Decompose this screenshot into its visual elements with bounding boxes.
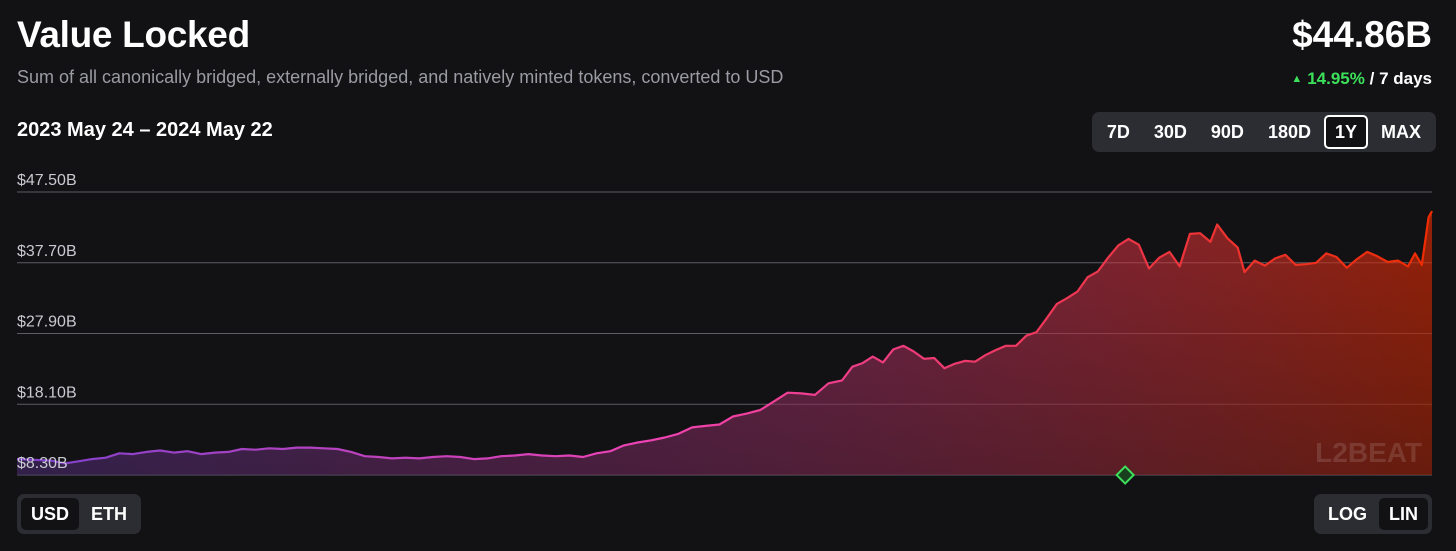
y-tick-label: $27.90B [17,314,77,331]
range-button-1y[interactable]: 1Y [1323,115,1368,149]
date-range: 2023 May 24 – 2024 May 22 [17,119,273,141]
scale-log-button[interactable]: LOG [1328,504,1367,524]
diamond-milestone-icon[interactable] [1115,465,1136,485]
series-line [16,210,1433,465]
value-locked-chart[interactable]: $8.30B $18.10B $27.90B $37.70B $47.50B L2BEA… [0,160,1456,495]
change-period: / 7 days [1369,69,1432,88]
scale-lin-button[interactable]: LIN [1379,498,1428,530]
page-title: Value Locked [17,14,250,55]
y-tick-label: $8.30B [17,455,68,472]
y-tick-label: $37.70B [17,243,77,260]
scale-toggle: LOG LIN [1314,494,1432,534]
up-triangle-icon: ▲ [1291,73,1303,85]
y-tick-label: $47.50B [17,172,77,189]
unit-eth-button[interactable]: ETH [91,504,128,524]
unit-toggle: USD ETH [17,494,142,534]
unit-usd-button[interactable]: USD [21,498,80,530]
page-subtitle: Sum of all canonically bridged, external… [17,67,784,87]
range-button-180d[interactable]: 180D [1267,122,1311,142]
area-fade [17,211,1432,475]
range-button-90d[interactable]: 90D [1210,122,1244,142]
time-range-selector: 7D 30D 90D 180D 1Y MAX [1091,112,1436,152]
tvl-change: ▲ 14.95% / 7 days [1291,69,1432,89]
range-button-max[interactable]: MAX [1381,122,1421,142]
change-percent: 14.95% [1307,69,1365,88]
y-tick-label: $18.10B [17,384,77,401]
l2beat-watermark: L2BEAT [1315,437,1422,468]
range-button-30d[interactable]: 30D [1153,122,1187,142]
tvl-value: $44.86B [1292,14,1432,55]
range-button-7d[interactable]: 7D [1106,122,1130,142]
